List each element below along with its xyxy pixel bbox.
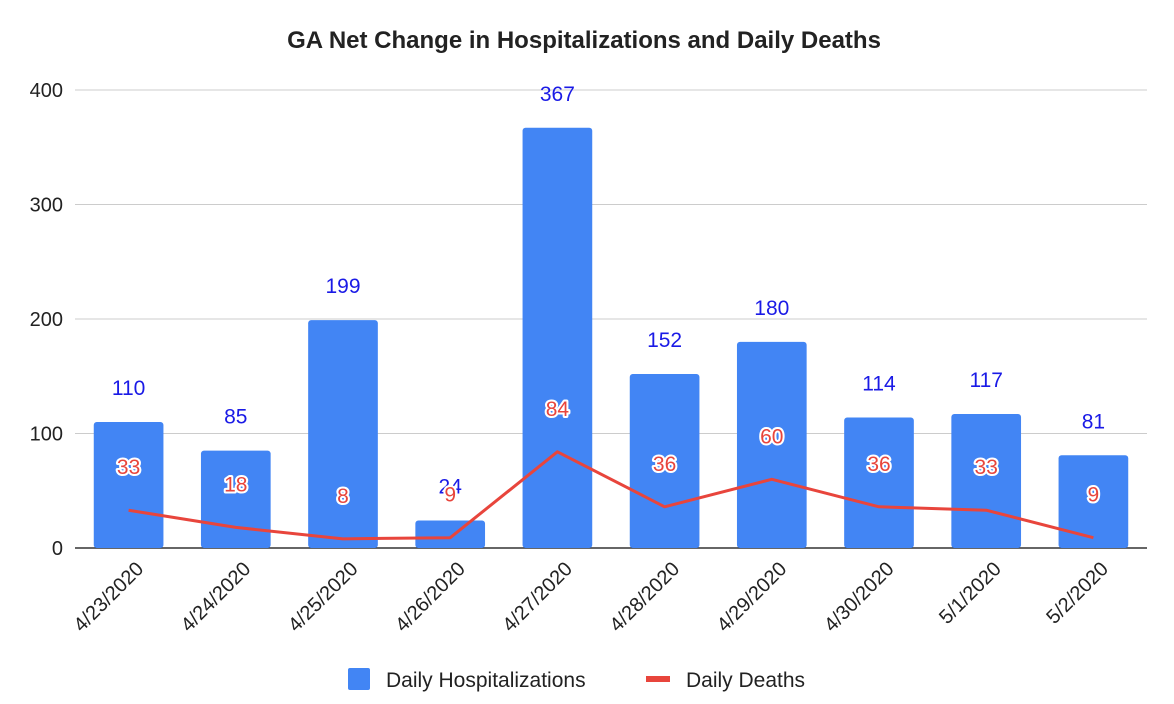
deaths-line (128, 450, 1094, 541)
line-value-label: 33 (975, 456, 998, 479)
bar-series (93, 127, 1129, 548)
line-value-label: 9 (1088, 484, 1100, 507)
x-tick-label: 4/28/2020 (606, 558, 684, 636)
data-labels: 110 85 199 24 367 152 180 114 117 81 33 18 8 9 84 36 60 3… (112, 83, 1105, 510)
y-tick-label: 300 (30, 195, 63, 217)
line-value-label: 36 (653, 453, 676, 476)
chart-title: GA Net Change in Hospitalizations and Da… (287, 27, 881, 54)
line-series (128, 450, 1094, 541)
bar-value-label: 199 (325, 275, 360, 298)
bar (844, 417, 914, 548)
bar (629, 373, 700, 548)
bar-value-label: 180 (754, 297, 789, 320)
line-value-label: 8 (337, 485, 349, 508)
line-value-label: 33 (117, 456, 140, 479)
y-tick-label: 400 (30, 80, 63, 102)
bar-value-label: 152 (647, 329, 682, 352)
bar (951, 414, 1022, 548)
x-tick-label: 4/27/2020 (498, 558, 576, 636)
bar-value-label: 367 (540, 83, 575, 106)
x-tick-label: 4/23/2020 (70, 558, 148, 636)
x-axis: 4/23/2020 4/24/2020 4/25/2020 4/26/2020 4/27… (70, 558, 1113, 636)
bar-value-label: 110 (112, 377, 145, 400)
legend-swatch-deaths (646, 676, 670, 682)
x-tick-label: 4/25/2020 (284, 558, 362, 636)
x-tick-label: 4/30/2020 (820, 558, 898, 636)
line-value-label: 9 (444, 484, 456, 507)
line-value-label: 18 (224, 473, 247, 496)
x-tick-label: 5/1/2020 (935, 558, 1006, 629)
x-tick-label: 4/29/2020 (713, 558, 791, 636)
bar-value-label: 24 (439, 476, 463, 499)
line-value-label: 60 (760, 425, 783, 448)
bar (1058, 455, 1129, 548)
legend-label-hospitalizations: Daily Hospitalizations (386, 669, 586, 692)
legend-swatch-hospitalizations (348, 668, 370, 690)
line-value-label: 84 (546, 398, 570, 421)
bar (415, 520, 486, 548)
bar (736, 341, 807, 548)
bar (308, 320, 378, 548)
y-tick-label: 0 (52, 538, 63, 560)
y-tick-label: 100 (30, 424, 63, 446)
legend: Daily Hospitalizations Daily Deaths (348, 668, 805, 692)
x-tick-label: 4/26/2020 (391, 558, 469, 636)
x-tick-label: 5/2/2020 (1042, 558, 1113, 629)
bar (93, 422, 164, 548)
x-tick-label: 4/24/2020 (177, 558, 255, 636)
legend-label-deaths: Daily Deaths (686, 669, 805, 692)
y-tick-label: 200 (30, 309, 63, 331)
bar-value-label: 85 (224, 406, 247, 429)
line-value-label: 36 (867, 453, 890, 476)
bar (522, 127, 593, 548)
bar-value-label: 117 (969, 369, 1002, 392)
bar-value-label: 114 (862, 372, 896, 395)
bar-value-label: 81 (1082, 410, 1105, 433)
bar (200, 450, 271, 548)
